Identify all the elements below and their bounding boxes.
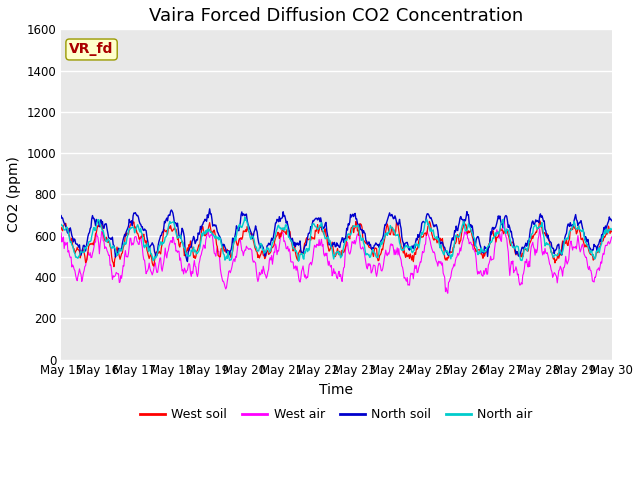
Legend: West soil, West air, North soil, North air: West soil, West air, North soil, North a… xyxy=(135,403,538,426)
Y-axis label: CO2 (ppm): CO2 (ppm) xyxy=(7,156,21,232)
Text: VR_fd: VR_fd xyxy=(69,43,114,57)
X-axis label: Time: Time xyxy=(319,383,353,397)
Title: Vaira Forced Diffusion CO2 Concentration: Vaira Forced Diffusion CO2 Concentration xyxy=(149,7,524,25)
